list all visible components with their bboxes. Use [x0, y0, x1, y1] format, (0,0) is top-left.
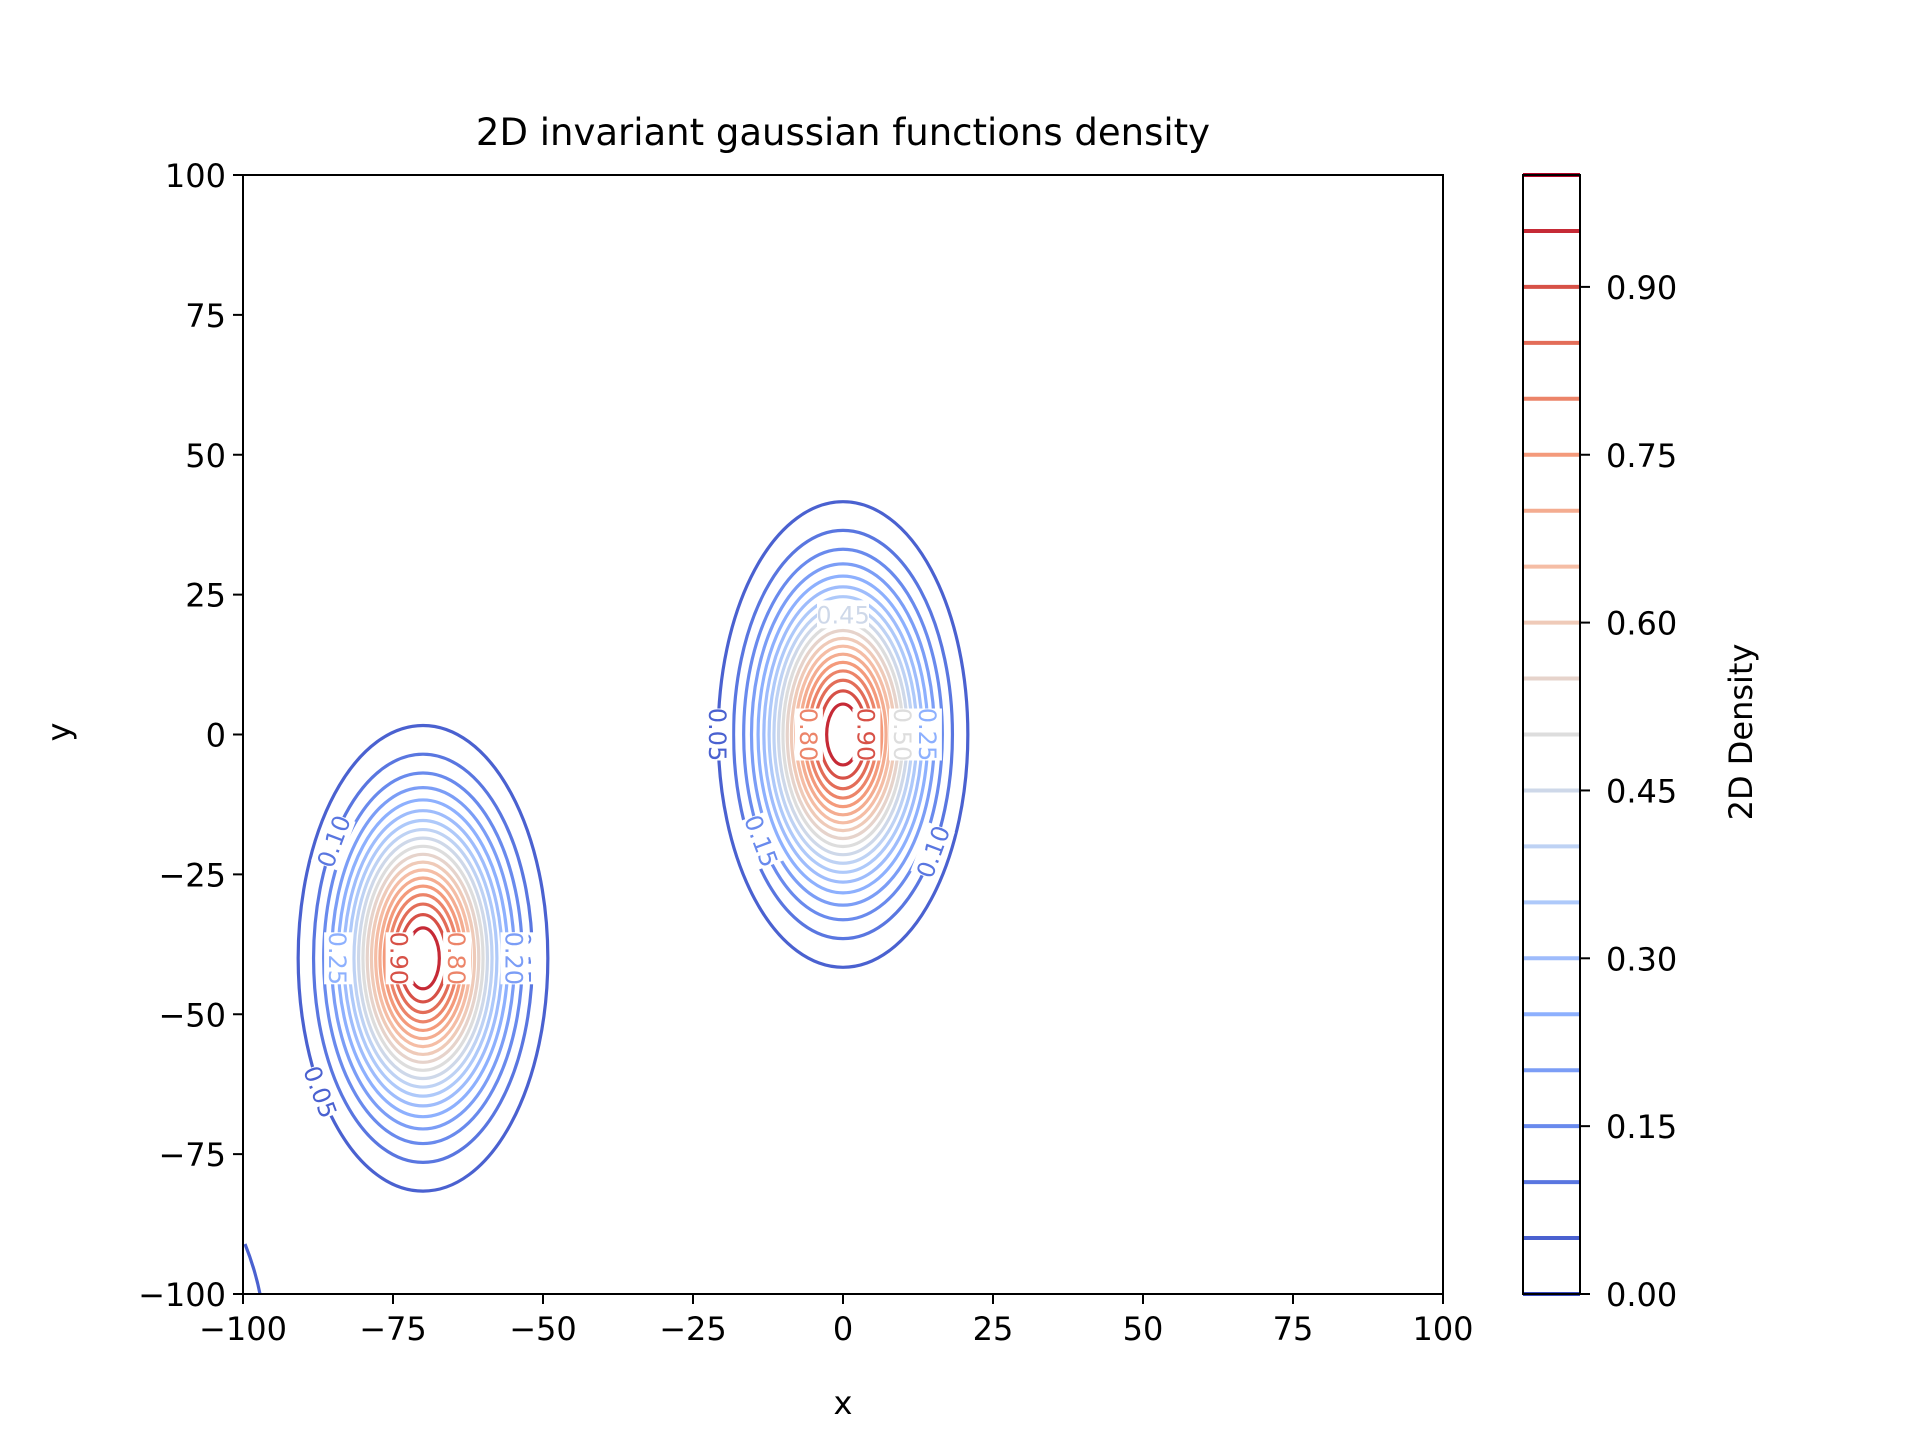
contour-label: 0.05: [297, 1062, 342, 1122]
contour-label: 0.90: [851, 708, 879, 761]
contour-label-bg: [704, 708, 733, 761]
plot-frame: [242, 174, 1444, 1295]
contour-label: 0.10: [312, 812, 357, 872]
contour-label: 0.80: [794, 708, 822, 761]
contour-label: 0.20: [500, 932, 528, 985]
contour-label-bg: [385, 932, 414, 985]
x-tick-label: 25: [973, 1310, 1014, 1348]
colorbar-tick-label: 0.60: [1606, 605, 1677, 643]
contour-label: 0.45: [816, 601, 869, 629]
x-axis: −100 −75 −50 −25 0 25 50 75 100: [199, 1294, 1474, 1348]
y-axis: −100 −75 −50 −25 0 25 50 75 100: [138, 157, 243, 1314]
contour-label-bg: [794, 708, 823, 761]
contour-label-bg: [324, 932, 353, 985]
contour-label-bg: [298, 1062, 343, 1122]
colorbar-tick-label: 0.30: [1606, 940, 1677, 978]
contour-label-bg: [910, 822, 955, 881]
y-tick-label: 0: [206, 717, 226, 755]
y-axis-label: y: [40, 723, 78, 742]
colorbar-tick-label: 0.00: [1606, 1276, 1677, 1314]
y-tick-label: 25: [185, 577, 226, 615]
x-tick-label: 50: [1123, 1310, 1164, 1348]
contour-line-g2-0.05: [296, 723, 550, 1193]
contour-line-g2-0.45: [356, 836, 490, 1081]
y-tick-label: −50: [158, 996, 226, 1034]
colorbar-tick-label: 0.90: [1606, 269, 1677, 307]
contour-line-g2-0.55: [365, 852, 481, 1064]
colorbar: 0.00 0.15 0.30 0.45 0.60 0.75 0.90: [1522, 173, 1677, 1314]
contour-label-bg: [739, 811, 784, 871]
y-tick-label: −75: [158, 1136, 226, 1174]
contour-label: 0.50: [888, 708, 916, 761]
colorbar-tick-label: 0.45: [1606, 772, 1677, 810]
contour-label-bg: [500, 932, 529, 985]
y-tick-label: 50: [185, 437, 226, 475]
x-tick-label: 75: [1273, 1310, 1314, 1348]
contour-label: 0.80: [442, 932, 470, 985]
contour-label-bg: [889, 708, 917, 761]
colorbar-tick-label: 0.15: [1606, 1108, 1677, 1146]
contour-line-g2-0.50: [361, 844, 485, 1072]
contour-labels: 0.050.100.150.250.450.500.80 0.900.050.10…: [297, 600, 956, 1122]
plot-area: 0.050.100.150.250.450.500.80 0.900.050.10…: [242, 174, 1444, 1295]
y-tick-label: 100: [165, 157, 226, 195]
contour-lines: 0.050.100.150.250.450.500.80 0.900.050.10…: [243, 500, 970, 1294]
y-tick-label: −100: [138, 1276, 226, 1314]
colorbar-frame: [1522, 174, 1581, 1295]
colorbar-tick-label: 0.75: [1606, 437, 1677, 475]
contour-line-corner: [243, 1243, 262, 1294]
x-tick-label: 100: [1412, 1310, 1473, 1348]
y-tick-label: −25: [158, 856, 226, 894]
contour-line-g1-0.15: [742, 547, 944, 922]
contour-line-g2-0.40: [352, 827, 494, 1089]
contour-label: 0.90: [385, 932, 413, 985]
contour-label: 0.25: [323, 932, 351, 985]
contour-line-g2-0.60: [369, 860, 477, 1057]
contour-line-g1-0.10: [731, 528, 955, 941]
x-tick-label: 0: [833, 1310, 853, 1348]
contour-label: 0.05: [703, 708, 731, 761]
x-tick-label: −75: [359, 1310, 427, 1348]
contour-label: 0.25: [913, 708, 941, 761]
x-axis-label: x: [834, 1384, 853, 1422]
contour-label-bg: [852, 708, 881, 761]
contour-label-bg: [913, 708, 942, 761]
contour-label-bg: [311, 811, 356, 871]
chart-title: 2D invariant gaussian functions density: [476, 111, 1210, 154]
y-tick-label: 75: [185, 297, 226, 335]
x-tick-label: −25: [659, 1310, 727, 1348]
x-tick-label: −100: [199, 1310, 287, 1348]
contour-label-bg: [817, 600, 869, 629]
x-tick-label: −50: [509, 1310, 577, 1348]
contour-label: 0.15: [738, 811, 783, 871]
contour-label-bg: [443, 932, 472, 985]
colorbar-label: 2D Density: [1722, 644, 1760, 821]
